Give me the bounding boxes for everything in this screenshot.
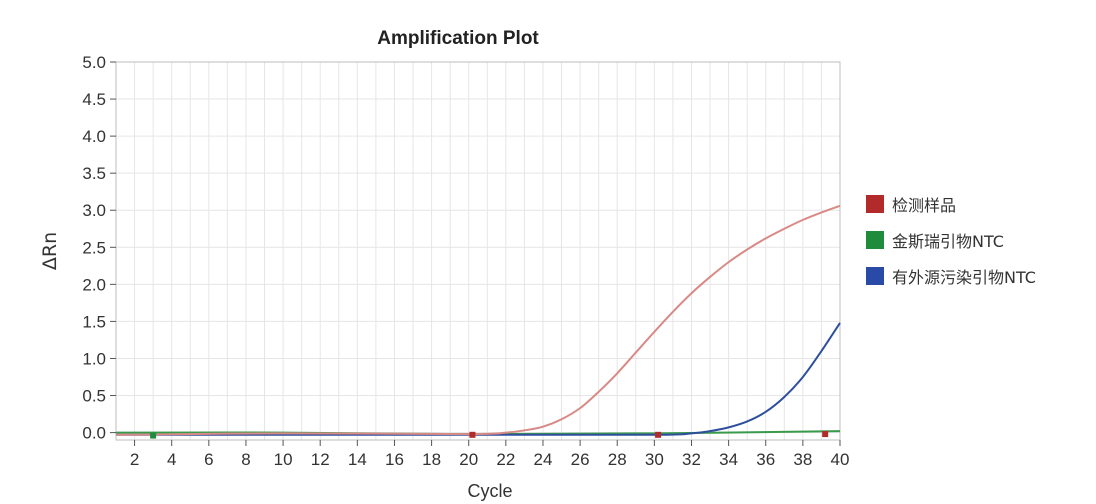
legend: 检测样品 金斯瑞引物NTC 有外源污染引物NTC (866, 186, 1036, 294)
legend-swatch-sample (866, 195, 884, 213)
y-tick-label: 4.0 (82, 127, 106, 146)
legend-item-sample: 检测样品 (866, 186, 1036, 222)
legend-item-contaminated-ntc: 有外源污染引物NTC (866, 258, 1036, 294)
x-tick-label: 34 (719, 450, 738, 469)
x-tick-label: 12 (311, 450, 330, 469)
x-tick-label: 10 (274, 450, 293, 469)
y-tick-label: 2.0 (82, 275, 106, 294)
y-axis-label: ΔRn (39, 232, 61, 270)
x-tick-label: 22 (496, 450, 515, 469)
x-tick-label: 30 (645, 450, 664, 469)
y-tick-label: 1.5 (82, 312, 106, 331)
legend-swatch-genscript-ntc (866, 231, 884, 249)
y-tick-label: 0.5 (82, 387, 106, 406)
legend-swatch-contaminated-ntc (866, 267, 884, 285)
x-tick-label: 20 (459, 450, 478, 469)
y-tick-label: 3.0 (82, 201, 106, 220)
legend-label-contaminated-ntc: 有外源污染引物NTC (892, 268, 1036, 287)
series-marker (469, 431, 476, 438)
x-tick-label: 2 (130, 450, 139, 469)
x-axis-label: Cycle (467, 481, 512, 501)
series-line-sample (115, 204, 841, 436)
x-tick-label: 24 (534, 450, 553, 469)
x-tick-label: 8 (241, 450, 250, 469)
x-tick-label: 28 (608, 450, 627, 469)
x-tick-label: 26 (571, 450, 590, 469)
x-tick-label: 14 (348, 450, 367, 469)
chart-title: Amplification Plot (377, 28, 539, 49)
x-tick-label: 32 (682, 450, 701, 469)
y-tick-label: 3.5 (82, 164, 106, 183)
series-marker (655, 431, 662, 438)
plot-frame (115, 61, 841, 441)
legend-item-genscript-ntc: 金斯瑞引物NTC (866, 222, 1036, 258)
x-tick-label: 38 (793, 450, 812, 469)
x-tick-label: 6 (204, 450, 213, 469)
legend-label-genscript-ntc: 金斯瑞引物NTC (892, 232, 1004, 251)
legend-label-sample: 检测样品 (892, 196, 957, 215)
plot-area (116, 62, 840, 440)
y-tick-label: 5.0 (82, 53, 106, 72)
y-tick-label: 4.5 (82, 90, 106, 109)
y-tick-label: 1.0 (82, 349, 106, 368)
series-marker (822, 431, 829, 438)
x-tick-label: 40 (831, 450, 850, 469)
x-tick-label: 36 (756, 450, 775, 469)
series-marker (150, 432, 157, 439)
x-tick-label: 16 (385, 450, 404, 469)
x-tick-label: 4 (167, 450, 176, 469)
y-tick-label: 0.0 (82, 424, 106, 443)
x-tick-label: 18 (422, 450, 441, 469)
y-tick-label: 2.5 (82, 238, 106, 257)
